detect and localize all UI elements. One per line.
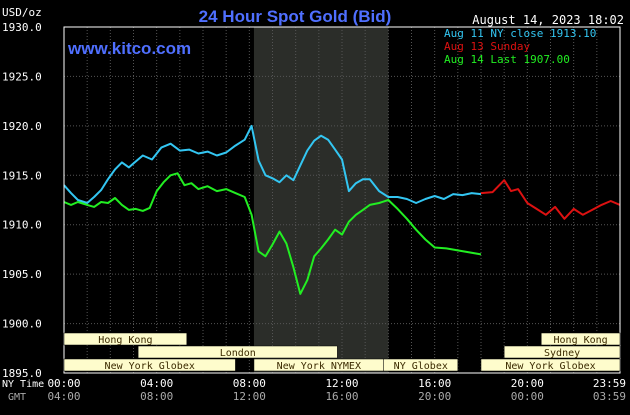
- x-tick-ny: 04:00: [140, 377, 173, 390]
- x-tick-ny: 23:59: [593, 377, 626, 390]
- x-tick-ny: 12:00: [325, 377, 358, 390]
- x-tick-gmt: 04:00: [47, 390, 80, 403]
- plot-frame: [63, 26, 621, 374]
- legend-aug11: Aug 11 NY close 1913.10: [444, 27, 596, 40]
- market-bar-label: Hong Kong: [98, 335, 152, 346]
- y-tick-label: 1915.0: [2, 169, 42, 182]
- market-bar: [63, 332, 188, 346]
- series-line-aug14: [63, 172, 482, 295]
- market-bar-label: New York NYMEX: [277, 361, 361, 372]
- x-tick-ny: 00:00: [47, 377, 80, 390]
- x-axis-ny-label: NY Time: [2, 379, 44, 390]
- market-bar-label: New York Globex: [505, 361, 595, 372]
- x-tick-gmt: 00:00: [511, 390, 544, 403]
- legend-aug13: Aug 13 Sunday: [444, 40, 530, 53]
- y-unit-label: USD/oz: [2, 6, 42, 19]
- timestamp: August 14, 2023 18:02: [472, 13, 624, 27]
- y-tick-label: 1905.0: [2, 268, 42, 281]
- market-bar-label: Hong Kong: [554, 335, 608, 346]
- y-tick-label: 1895.0: [2, 367, 42, 380]
- market-bar-label: New York Globex: [105, 361, 195, 372]
- x-tick-gmt: 16:00: [325, 390, 358, 403]
- x-tick-ny: 16:00: [418, 377, 451, 390]
- market-bar-label: London: [220, 348, 256, 359]
- x-tick-gmt: 03:59: [593, 390, 626, 403]
- x-tick-gmt: 20:00: [418, 390, 451, 403]
- market-bar: [503, 345, 621, 359]
- y-tick-label: 1925.0: [2, 70, 42, 83]
- x-axis-gmt-label: GMT: [8, 392, 26, 403]
- market-bar-label: NY Globex: [394, 361, 448, 372]
- market-bar: [383, 358, 459, 372]
- x-tick-ny: 20:00: [511, 377, 544, 390]
- market-bar: [63, 358, 236, 372]
- x-tick-gmt: 12:00: [233, 390, 266, 403]
- y-tick-label: 1920.0: [2, 120, 42, 133]
- market-bar-label: Sydney: [544, 348, 580, 359]
- brand-watermark: www.kitco.com: [67, 39, 191, 58]
- series-line-aug11: [63, 124, 482, 204]
- x-tick-gmt: 08:00: [140, 390, 173, 403]
- session-shade: [253, 27, 389, 373]
- x-tick-ny: 08:00: [233, 377, 266, 390]
- market-bar: [137, 345, 338, 359]
- y-tick-label: 1930.0: [2, 21, 42, 34]
- y-tick-label: 1910.0: [2, 219, 42, 232]
- chart-title: 24 Hour Spot Gold (Bid): [199, 7, 392, 26]
- market-bar: [540, 332, 621, 346]
- y-tick-label: 1900.0: [2, 318, 42, 331]
- legend-aug14: Aug 14 Last 1907.00: [444, 53, 570, 66]
- market-bar: [480, 358, 621, 372]
- series-line-aug13: [480, 179, 621, 220]
